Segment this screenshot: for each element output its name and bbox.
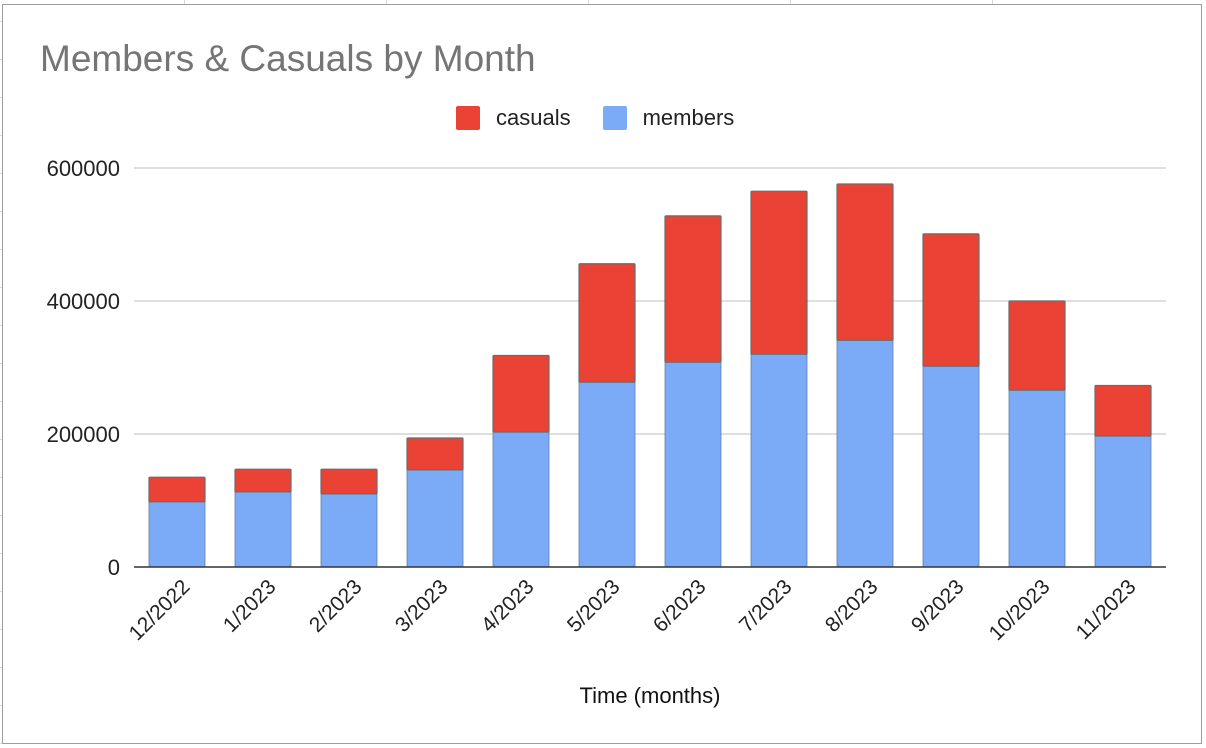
x-tick-label: 5/2023 (563, 575, 625, 637)
bar-members (234, 491, 292, 568)
sheet-gridline (588, 0, 589, 4)
bar-casuals (750, 190, 808, 355)
legend-swatch-members (602, 106, 627, 130)
x-axis-title-text: Time (months) (579, 683, 721, 708)
x-tick-label: 7/2023 (735, 575, 797, 637)
bar-members (406, 469, 464, 568)
legend-swatch-casuals (456, 106, 480, 130)
y-tick-label: 200000 (47, 422, 120, 447)
bar-members (320, 493, 378, 568)
y-tick-label: 600000 (47, 156, 120, 181)
bar-casuals (492, 354, 550, 433)
chart-legend: casuals members (456, 104, 766, 132)
x-tick-label: 1/2023 (219, 575, 281, 637)
bar-members (578, 381, 636, 568)
bar-members (1094, 435, 1152, 568)
x-tick-label: 6/2023 (649, 575, 711, 637)
bar-members (492, 431, 550, 568)
bar-members (148, 501, 206, 568)
bar-casuals (664, 215, 722, 363)
bar-casuals (1094, 384, 1152, 437)
bar-casuals (578, 263, 636, 383)
bar-members (922, 365, 980, 568)
x-tick-label: 10/2023 (985, 575, 1055, 645)
bar-casuals (1008, 300, 1066, 391)
bar-casuals (148, 476, 206, 503)
y-tick-label: 400000 (47, 289, 120, 314)
chart-title: Members & Casuals by Month (40, 38, 536, 79)
x-tick-label: 9/2023 (907, 575, 969, 637)
sheet-gridline (184, 0, 185, 4)
x-tick-label: 2/2023 (305, 575, 367, 637)
x-tick-label: 3/2023 (391, 575, 453, 637)
bar-members (1008, 389, 1066, 568)
bar-members (750, 353, 808, 568)
x-tick-label: 11/2023 (1072, 575, 1141, 644)
legend-label-casuals: casuals (496, 105, 571, 130)
legend-item-members: members (602, 105, 735, 131)
legend-label-members: members (642, 105, 735, 130)
sheet-gridline (790, 0, 791, 4)
bar-casuals (320, 468, 378, 495)
x-tick-label: 12/2022 (125, 575, 195, 645)
x-tick-label: 4/2023 (477, 575, 539, 637)
bar-casuals (406, 437, 464, 471)
sheet-gridline (992, 0, 993, 4)
bar-casuals (922, 233, 980, 367)
y-tick-label: 0 (108, 555, 120, 580)
bar-members (664, 361, 722, 568)
bar-casuals (234, 468, 292, 493)
bar-members (836, 339, 894, 568)
legend-item-casuals: casuals (456, 105, 571, 131)
x-axis-title: Time (months) (0, 683, 1206, 709)
x-tick-label: 8/2023 (821, 575, 883, 637)
bar-casuals (836, 183, 894, 341)
sheet-gridline (386, 0, 387, 4)
